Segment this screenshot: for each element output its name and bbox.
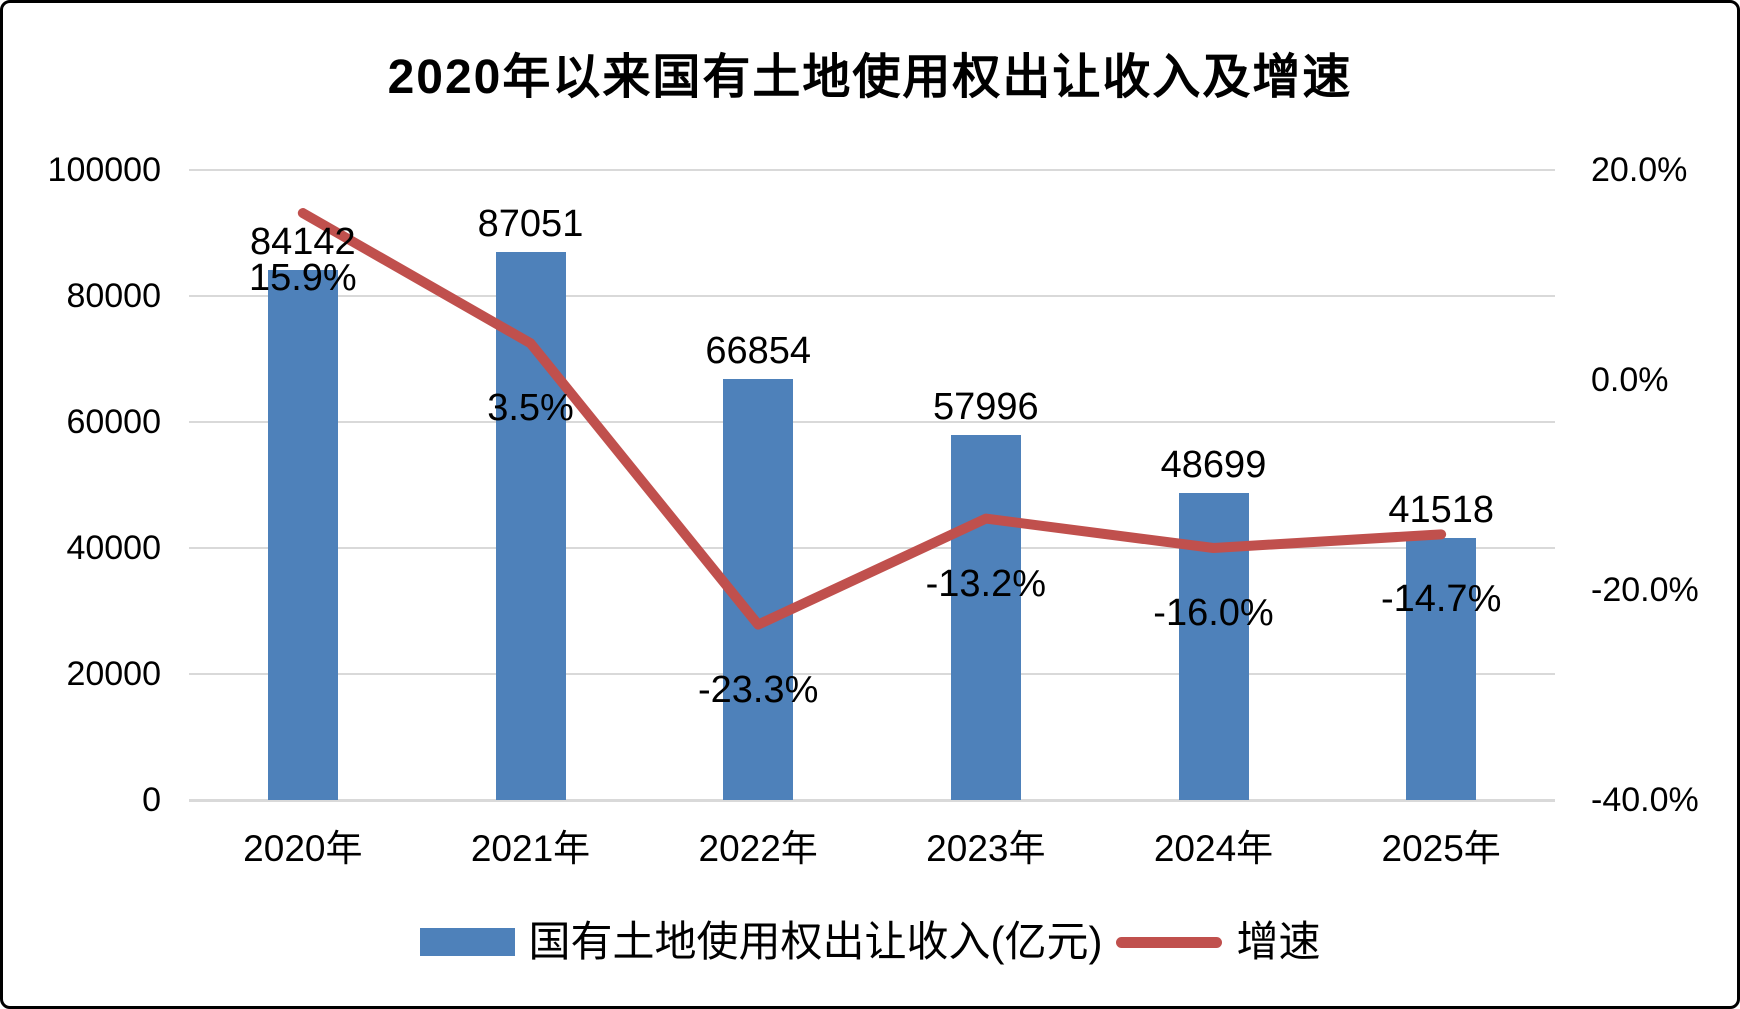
bar-value-label: 41518: [1388, 489, 1494, 532]
h-gridline: [189, 169, 1555, 171]
growth-value-label: -13.2%: [925, 562, 1047, 605]
y-axis-tick-right: 20.0%: [1591, 151, 1688, 189]
x-axis-label: 2020年: [243, 828, 363, 869]
bar: [1178, 493, 1249, 800]
y-axis-tick-left: 40000: [66, 529, 161, 567]
legend-bar-swatch: [419, 928, 515, 956]
chart-title: 2020年以来国有土地使用权出让收入及增速: [387, 51, 1353, 104]
growth-value-label: -16.0%: [1153, 592, 1274, 634]
y-axis-tick-right: -20.0%: [1591, 571, 1699, 609]
h-gridline: [189, 799, 1555, 802]
y-axis-tick-left: 100000: [47, 151, 161, 189]
y-axis-tick-left: 20000: [66, 655, 161, 693]
x-axis-label: 2021年: [470, 828, 591, 869]
growth-value-label: 15.9%: [248, 257, 357, 300]
legend-line-label: 增速: [1236, 918, 1321, 965]
bar-value-label: 48699: [1160, 444, 1267, 487]
bar-value-label: 87051: [477, 202, 584, 245]
bar: [495, 251, 566, 800]
bar-value-label: 57996: [932, 385, 1039, 428]
x-axis-label: 2022年: [698, 828, 818, 869]
legend-bar-label: 国有土地使用权出让收入(亿元): [528, 918, 1103, 965]
growth-value-label: 3.5%: [487, 387, 574, 430]
x-axis-label: 2023年: [926, 828, 1046, 869]
bar: [723, 378, 794, 800]
y-axis-tick-left: 60000: [66, 403, 161, 441]
legend-line-swatch: [1116, 936, 1223, 948]
bar: [267, 269, 338, 800]
x-axis-label: 2025年: [1381, 828, 1501, 869]
y-axis-tick-right: -40.0%: [1591, 781, 1699, 819]
y-axis-tick-left: 0: [142, 781, 161, 819]
bar-value-label: 84142: [249, 220, 356, 263]
h-gridline: [189, 547, 1555, 549]
growth-value-label: -14.7%: [1380, 578, 1502, 621]
bar: [950, 434, 1021, 800]
y-axis-tick-right: 0.0%: [1591, 361, 1669, 399]
h-gridline: [189, 673, 1555, 675]
bar-value-label: 66854: [705, 329, 811, 372]
legend: 国有土地使用权出让收入(亿元) 增速: [3, 917, 1737, 967]
x-axis-label: 2024年: [1153, 828, 1274, 869]
y-axis-tick-left: 80000: [66, 277, 161, 315]
growth-value-label: -23.3%: [697, 668, 819, 711]
